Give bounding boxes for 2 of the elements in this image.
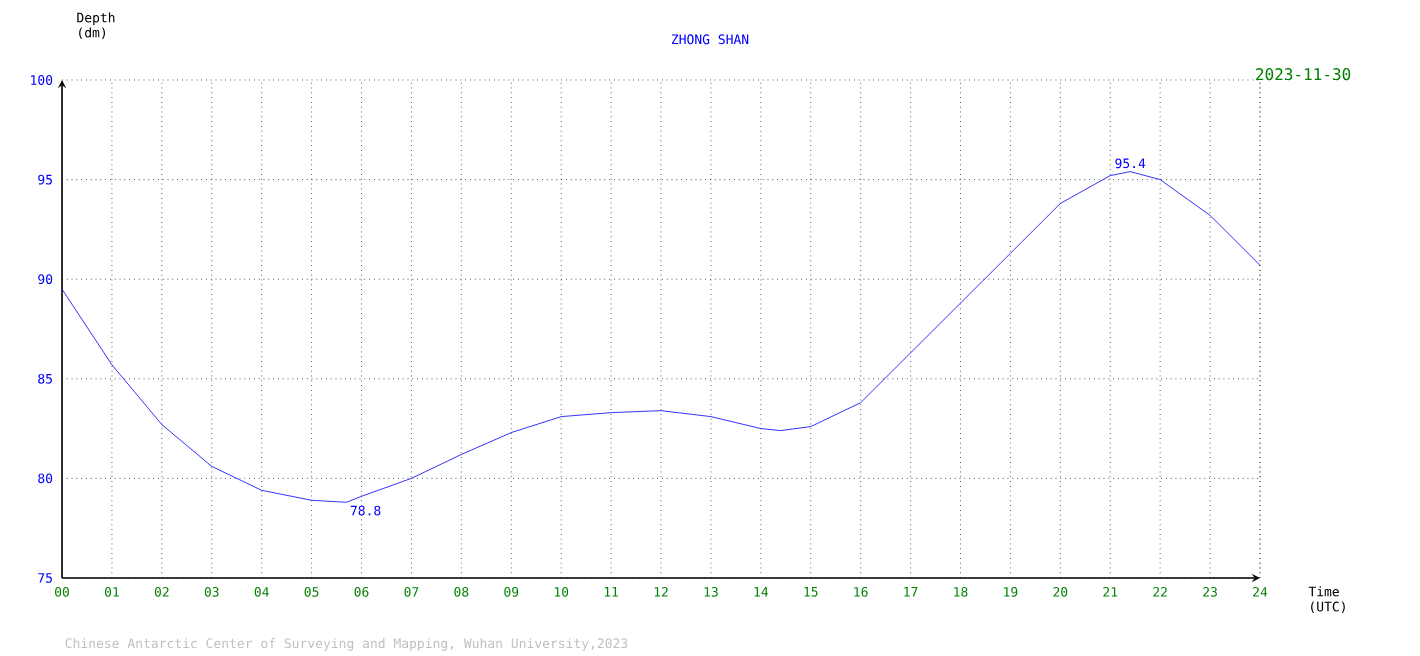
line-series — [61, 171, 1261, 503]
annotation: 2023-11-30 — [1256, 68, 1351, 81]
